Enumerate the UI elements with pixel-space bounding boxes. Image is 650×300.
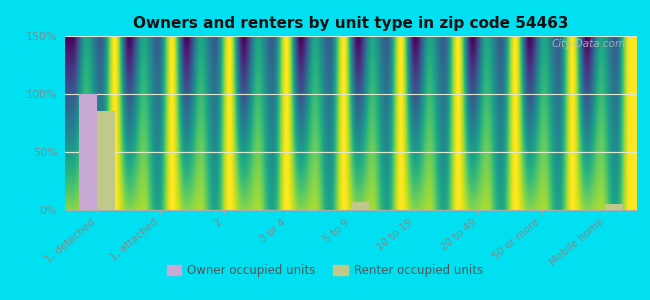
Bar bbox=[97, 111, 114, 210]
Bar bbox=[351, 202, 369, 210]
Bar bbox=[605, 204, 623, 210]
Legend: Owner occupied units, Renter occupied units: Owner occupied units, Renter occupied un… bbox=[162, 260, 488, 282]
Bar bbox=[79, 94, 97, 210]
Title: Owners and renters by unit type in zip code 54463: Owners and renters by unit type in zip c… bbox=[133, 16, 569, 31]
Text: City-Data.com: City-Data.com bbox=[551, 40, 625, 50]
